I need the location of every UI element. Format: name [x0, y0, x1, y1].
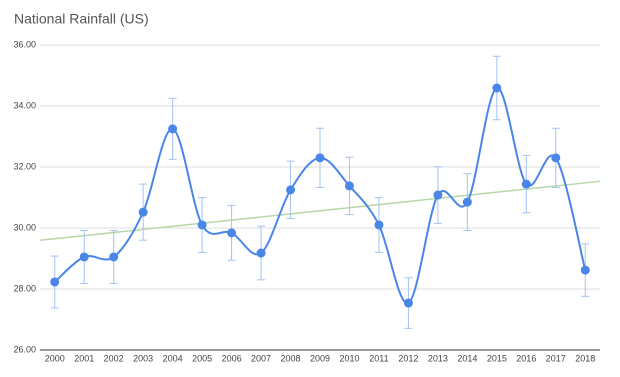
- x-tick-label: 2017: [546, 353, 566, 363]
- point: [492, 83, 502, 93]
- point: [138, 207, 148, 217]
- point: [521, 179, 531, 189]
- point: [79, 252, 89, 262]
- point: [551, 153, 561, 163]
- x-tick-label: 2013: [428, 353, 448, 363]
- x-tick-label: 2002: [104, 353, 124, 363]
- point: [197, 220, 207, 230]
- x-tick-label: 2005: [192, 353, 212, 363]
- x-tick-label: 2012: [398, 353, 418, 363]
- x-tick-label: 2015: [487, 353, 507, 363]
- point: [433, 190, 443, 200]
- y-tick-label: 28.00: [13, 283, 36, 293]
- point: [462, 197, 472, 207]
- x-tick-label: 2003: [133, 353, 153, 363]
- x-tick-label: 2016: [516, 353, 536, 363]
- point: [315, 153, 325, 163]
- y-tick-label: 30.00: [13, 222, 36, 232]
- y-tick-label: 32.00: [13, 161, 36, 171]
- x-tick-label: 2004: [163, 353, 183, 363]
- x-tick-label: 2011: [369, 353, 388, 363]
- point: [168, 124, 178, 134]
- x-tick-label: 2018: [575, 353, 595, 363]
- point: [256, 248, 266, 258]
- y-tick-label: 34.00: [13, 100, 36, 110]
- point: [374, 220, 384, 230]
- x-tick-label: 2006: [222, 353, 242, 363]
- x-tick-label: 2008: [281, 353, 301, 363]
- point: [50, 277, 60, 287]
- point: [109, 252, 119, 262]
- point: [227, 228, 237, 238]
- x-tick-label: 2001: [74, 353, 94, 363]
- point: [286, 185, 296, 195]
- point: [403, 298, 413, 308]
- line: [54, 86, 587, 305]
- y-tick-label: 26.00: [13, 344, 36, 354]
- x-tick-label: 2010: [339, 353, 359, 363]
- x-tick-label: 2007: [251, 353, 271, 363]
- x-tick-label: 2014: [457, 353, 477, 363]
- trendline: [39, 180, 601, 241]
- chart-title: National Rainfall (US): [14, 11, 149, 27]
- x-tick-label: 2000: [45, 353, 65, 363]
- point: [580, 265, 590, 275]
- x-tick-label: 2009: [310, 353, 330, 363]
- point: [344, 181, 354, 191]
- y-tick-label: 36.00: [13, 39, 36, 49]
